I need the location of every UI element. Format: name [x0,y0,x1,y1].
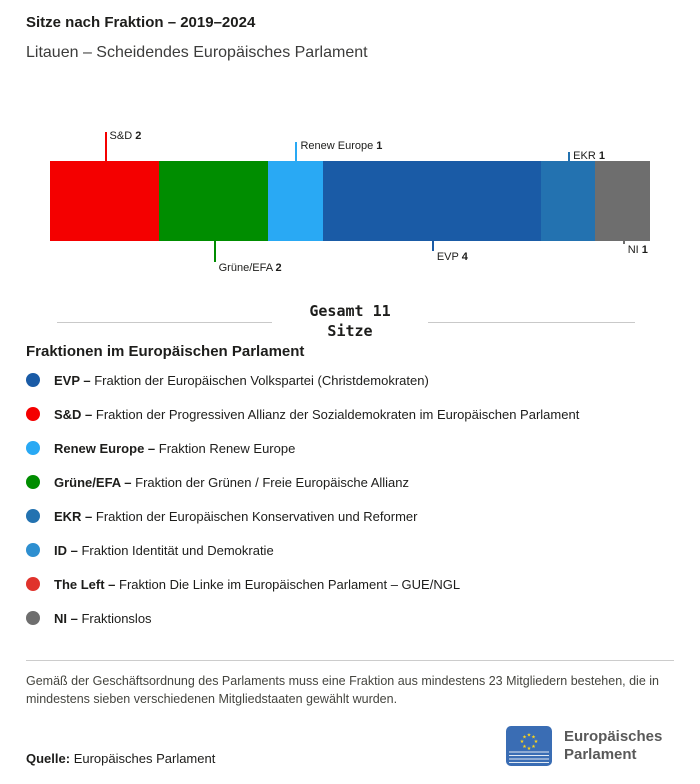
legend-item-grneefa: Grüne/EFA – Fraktion der Grünen / Freie … [26,475,682,509]
legend-color-dot [26,407,40,421]
callout-label-EKR: EKR 1 [573,150,605,162]
ep-logo-wordmark: Europäisches Parlament [564,728,662,764]
legend-color-dot [26,475,40,489]
legend-color-dot [26,577,40,591]
bar-segment-Renew Europe [268,161,323,241]
page-title: Sitze nach Fraktion – 2019–2024 [26,14,256,31]
bar-segment-NI [595,161,650,241]
callout-line-Grüne/EFA [213,241,216,262]
legend-color-dot [26,509,40,523]
svg-text:★: ★ [534,739,539,745]
total-rule-left [57,322,272,323]
callout-label-Grüne/EFA: Grüne/EFA 2 [218,262,282,274]
svg-text:★: ★ [531,735,536,741]
legend-list: EVP – Fraktion der Europäischen Volkspar… [26,373,682,645]
legend-heading: Fraktionen im Europäischen Parlament [26,343,305,360]
legend-item-text: ID – Fraktion Identität und Demokratie [54,543,274,558]
bar-segment-Grüne/EFA [159,161,269,241]
total-rule-right [428,322,635,323]
legend-color-dot [26,543,40,557]
callout-label-S&D: S&D 2 [109,130,142,142]
callout-line-S&D [104,132,107,161]
legend-item-text: Grüne/EFA – Fraktion der Grünen / Freie … [54,475,410,490]
source-text: Europäisches Parlament [73,751,216,766]
ep-logo-block: ★ ★ ★ ★ ★ ★ ★ ★ Europäisches Parlament [506,726,662,766]
callout-line-EKR [568,152,571,161]
total-seats-value: Gesamt 11 [309,302,391,320]
footnote: Gemäß der Geschäftsordnung des Parlament… [26,674,659,706]
ep-logo-line1: Europäisches [564,728,663,745]
svg-text:★: ★ [527,733,532,739]
legend-item-theleft: The Left – Fraktion Die Linke im Europäi… [26,577,682,611]
legend-item-text: The Left – Fraktion Die Linke im Europäi… [54,577,461,592]
legend-color-dot [26,373,40,387]
ep-logo-line2: Parlament [564,746,637,763]
legend-item-text: NI – Fraktionslos [54,611,152,626]
total-seats-unit: Sitze [327,322,373,340]
legend-item-text: S&D – Fraktion der Progressiven Allianz … [54,407,580,422]
bar-segment-S&D [50,161,160,241]
legend-item-reneweurope: Renew Europe – Fraktion Renew Europe [26,441,682,475]
source-line: Quelle: Europäisches Parlament [26,751,215,766]
page-subtitle: Litauen – Scheidendes Europäisches Parla… [26,44,368,61]
seats-bar-chart: S&D 2 Grüne/EFA 2 Renew Europe 1 EVP 4 EKR 1… [0,0,700,300]
legend-item-text: Renew Europe – Fraktion Renew Europe [54,441,296,456]
svg-text:★: ★ [522,735,527,741]
callout-line-Renew Europe [295,142,298,161]
callout-label-Renew Europe: Renew Europe 1 [300,140,383,152]
footer-divider [26,660,674,661]
legend-color-dot [26,611,40,625]
legend-item-evp: EVP – Fraktion der Europäischen Volkspar… [26,373,682,407]
source-label: Quelle: [26,751,71,766]
legend-item-id: ID – Fraktion Identität und Demokratie [26,543,682,577]
bar-segment-EKR [540,161,596,241]
svg-text:★: ★ [527,746,532,752]
legend-item-text: EKR – Fraktion der Europäischen Konserva… [54,509,418,524]
svg-text:★: ★ [531,744,536,750]
total-seats: Gesamt 11 Sitze [0,301,700,341]
legend-color-dot [26,441,40,455]
callout-line-EVP [431,241,434,251]
stacked-bar [50,161,650,241]
legend-item-sd: S&D – Fraktion der Progressiven Allianz … [26,407,682,441]
callout-label-NI: NI 1 [627,244,648,256]
legend-item-ni: NI – Fraktionslos [26,611,682,645]
svg-text:★: ★ [520,739,525,745]
callout-label-EVP: EVP 4 [436,251,468,263]
svg-text:★: ★ [522,744,527,750]
bar-segment-EVP [322,161,541,241]
callout-line-NI [622,241,625,244]
legend-item-text: EVP – Fraktion der Europäischen Volkspar… [54,373,429,388]
legend-item-ekr: EKR – Fraktion der Europäischen Konserva… [26,509,682,543]
ep-flag-logo-icon: ★ ★ ★ ★ ★ ★ ★ ★ [506,726,552,766]
